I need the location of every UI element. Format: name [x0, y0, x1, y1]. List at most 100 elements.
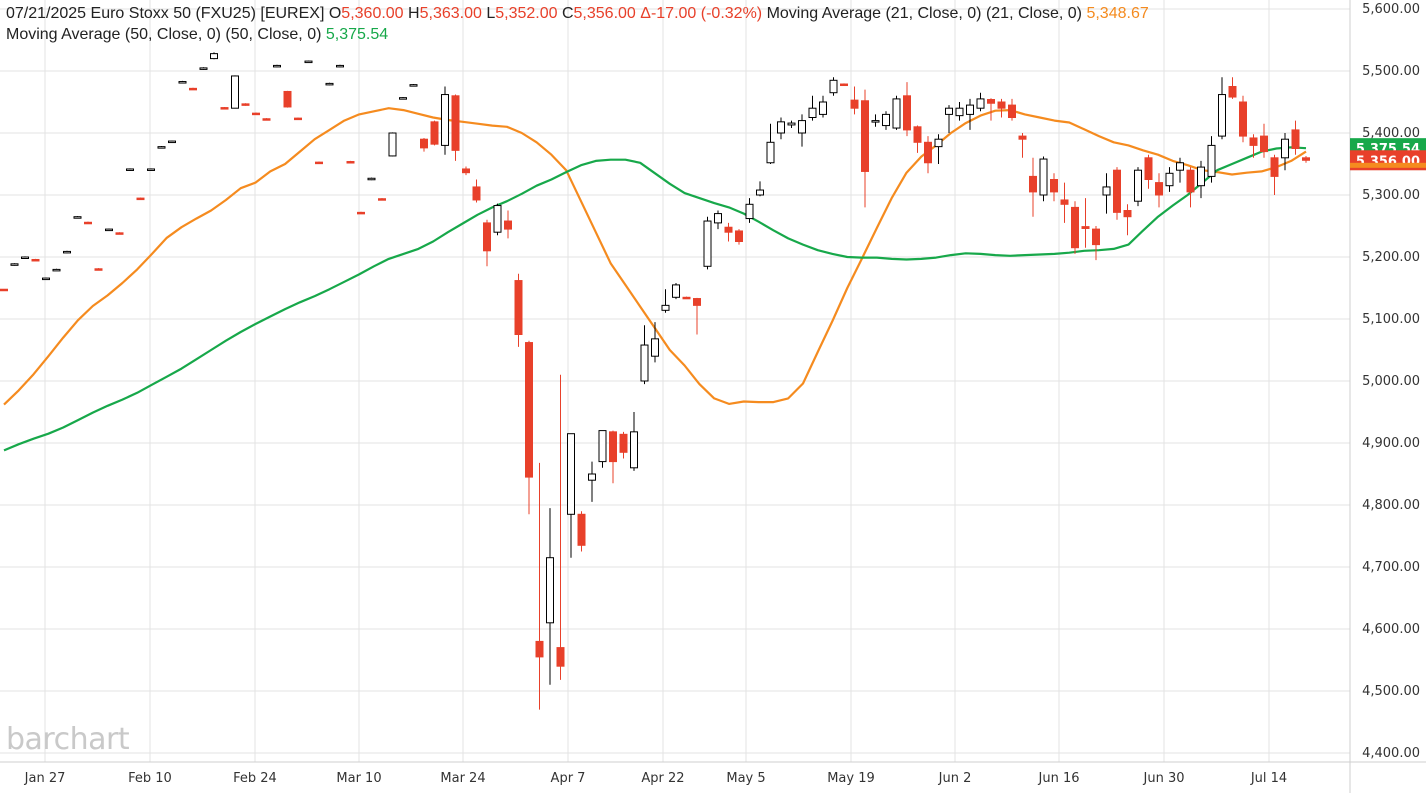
candle-body [598, 430, 607, 463]
open-value: 5,360.00 [341, 5, 404, 22]
candle [1228, 77, 1237, 99]
candle-body [231, 75, 239, 109]
candle-body [1197, 166, 1205, 187]
candle [367, 177, 376, 181]
candle-body [609, 431, 617, 463]
candle [1239, 95, 1247, 143]
candle [640, 325, 649, 385]
x-tick-label: May 19 [827, 771, 875, 786]
candle-body [1165, 172, 1174, 187]
x-tick-label: Jul 14 [1250, 771, 1287, 786]
candle-body [157, 146, 166, 149]
header-line-2: Moving Average (50, Close, 0) (50, Close… [6, 25, 388, 45]
candle-body [714, 213, 722, 224]
candle-body [52, 268, 61, 272]
candle-body [168, 140, 176, 144]
candle-body [399, 97, 407, 100]
candle-body [798, 120, 806, 134]
candle [861, 89, 869, 208]
candle-body [1071, 206, 1079, 249]
candle [892, 95, 901, 130]
candle [840, 83, 848, 87]
candle-body [493, 205, 502, 233]
candle-body [178, 81, 187, 84]
x-tick-label: Apr 22 [641, 771, 684, 786]
y-tick-label: 5,600.00 [1362, 2, 1420, 17]
candle [1281, 133, 1289, 171]
candle-body [913, 126, 922, 143]
candle [430, 120, 439, 146]
candle-body [525, 342, 533, 478]
candle [294, 117, 302, 121]
candle [1092, 226, 1100, 261]
candle [829, 77, 838, 96]
candle-body [934, 138, 943, 148]
candle-body [315, 161, 323, 165]
candle-body [0, 288, 8, 292]
candle-body [777, 121, 785, 134]
candle [798, 114, 806, 147]
candle [1134, 167, 1142, 207]
candle [987, 98, 995, 121]
y-tick-label: 5,400.00 [1362, 126, 1420, 141]
ma21-price-marker [1350, 162, 1426, 168]
candle-body [63, 250, 71, 254]
candle [241, 103, 250, 106]
candle-body [273, 64, 281, 68]
candle [756, 181, 764, 197]
candle-body [567, 433, 575, 515]
candle-body [483, 222, 491, 252]
candle-body [619, 433, 628, 453]
candle [10, 263, 19, 266]
candle [441, 86, 449, 155]
candle [462, 166, 470, 176]
candle-body [84, 221, 92, 225]
candle-body [1008, 104, 1016, 118]
candle-body [703, 220, 712, 267]
candle-body [1291, 129, 1300, 149]
candle [808, 95, 817, 121]
candle-body [1302, 157, 1310, 161]
candle [199, 67, 208, 70]
candle [1270, 154, 1279, 195]
candle-body [955, 107, 964, 117]
candle-body [388, 132, 397, 157]
candle-body [1102, 186, 1111, 196]
candle [231, 75, 239, 109]
moving-average-lines [3, 107, 1307, 452]
candle [1291, 120, 1300, 155]
candle-body [210, 53, 218, 60]
candle-body [283, 90, 292, 108]
candle [661, 289, 670, 313]
x-tick-label: May 5 [726, 771, 765, 786]
candle-body [420, 138, 428, 149]
candle-body [693, 298, 701, 306]
x-tick-label: Jun 16 [1038, 771, 1080, 786]
candle-body [924, 141, 932, 164]
close-value: 5,356.00 [573, 5, 636, 22]
candle [388, 132, 397, 157]
close-label: C [561, 5, 574, 22]
candle-body [1218, 94, 1226, 137]
high-label: H [408, 5, 420, 22]
candle [283, 90, 292, 108]
candle [682, 296, 691, 300]
candle-body [945, 107, 953, 115]
candle [472, 179, 481, 203]
candle [63, 250, 71, 254]
candle [1060, 182, 1069, 223]
candle-body [556, 647, 565, 667]
candle [882, 111, 890, 130]
candle [1039, 156, 1048, 202]
candle [934, 134, 943, 164]
y-tick-label: 4,700.00 [1362, 560, 1420, 575]
candle-body [756, 189, 764, 196]
candle-body [21, 256, 29, 259]
candle-body [10, 263, 19, 266]
candle [126, 168, 134, 171]
candle [945, 105, 953, 133]
candle-body [787, 122, 796, 126]
candle-body [367, 177, 376, 181]
candle-body [1050, 179, 1058, 193]
